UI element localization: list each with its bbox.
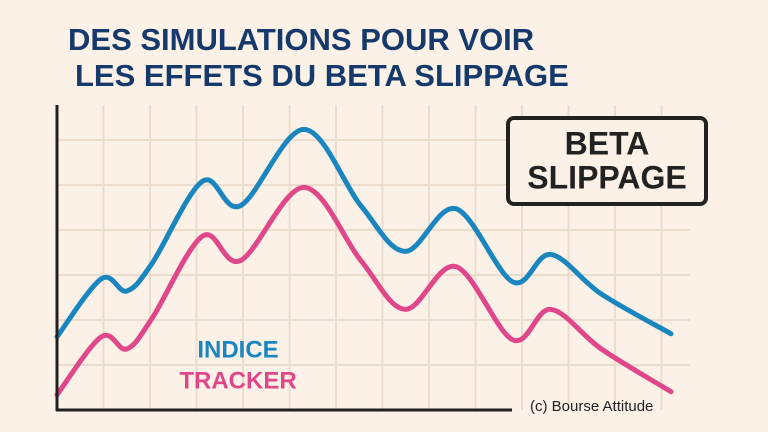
line-series <box>54 126 674 340</box>
line-series <box>54 184 674 398</box>
annotation: SLIPPAGE <box>527 159 686 195</box>
chart-title: DES SIMULATIONS POUR VOIR <box>68 22 534 57</box>
legend-label: INDICE <box>197 336 278 363</box>
chart-title: LES EFFETS DU BETA SLIPPAGE <box>75 58 569 93</box>
annotation-box <box>506 116 708 206</box>
legend-label: TRACKER <box>179 367 296 394</box>
annotation: BETA <box>565 125 650 161</box>
credit: (c) Bourse Attitude <box>530 398 653 415</box>
